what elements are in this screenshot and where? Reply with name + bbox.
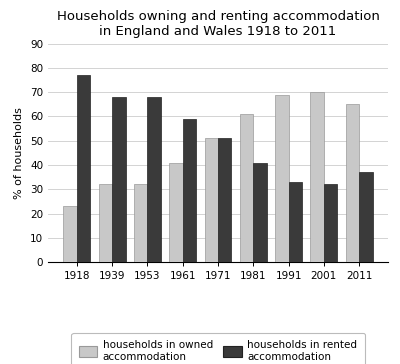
Bar [99, 185, 112, 262]
Legend: households in owned
accommodation, households in rented
accommodation: households in owned accommodation, house… [72, 333, 364, 364]
Bar [134, 185, 148, 262]
Bar [112, 97, 126, 262]
Bar [148, 97, 161, 262]
Bar [346, 104, 359, 262]
Bar [218, 138, 232, 262]
Bar [324, 185, 337, 262]
Bar [240, 114, 253, 262]
Bar [310, 92, 324, 262]
Bar [275, 95, 288, 262]
Title: Households owning and renting accommodation
in England and Wales 1918 to 2011: Households owning and renting accommodat… [56, 10, 380, 38]
Bar [77, 75, 90, 262]
Bar [169, 163, 183, 262]
Y-axis label: % of households: % of households [14, 107, 24, 199]
Bar [64, 206, 77, 262]
Bar [359, 172, 372, 262]
Bar [183, 119, 196, 262]
Bar [288, 182, 302, 262]
Bar [253, 163, 267, 262]
Bar [204, 138, 218, 262]
